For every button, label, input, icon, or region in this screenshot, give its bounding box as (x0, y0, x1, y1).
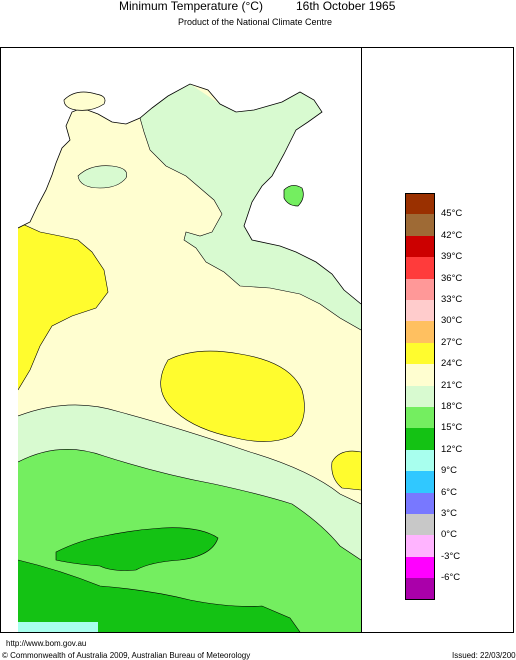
legend-label: 12°C (441, 443, 463, 455)
legend-swatch (405, 278, 435, 300)
legend-swatch (405, 428, 435, 450)
contour-lines (18, 117, 361, 632)
legend-swatch (405, 235, 435, 258)
tiwi-islands (63, 91, 106, 111)
legend-label: -3°C (441, 550, 461, 562)
map-title: Minimum Temperature (°C) 16th October 19… (0, 0, 516, 13)
band-24-27-centre (160, 351, 305, 442)
legend-label: 33°C (441, 294, 463, 305)
title-date: 16th October 1965 (296, 0, 396, 13)
land-mass (18, 84, 361, 632)
legend-label: 0°C (441, 529, 457, 541)
legend-label: 9°C (441, 465, 457, 477)
legend-swatch (405, 471, 435, 493)
legend-label: 24°C (441, 358, 463, 370)
band-24-27-west (18, 222, 108, 390)
footer-url[interactable]: http://www.bom.gov.au (6, 639, 87, 648)
legend-swatch (405, 257, 435, 279)
legend-swatch (405, 492, 435, 514)
legend-swatch (405, 556, 435, 579)
band-9-12 (18, 622, 98, 632)
legend-label: 18°C (441, 401, 463, 412)
map-frame (0, 47, 514, 633)
legend-label: -6°C (441, 572, 461, 584)
band-12-15-south (18, 560, 300, 632)
legend-swatch (405, 449, 435, 472)
legend-swatch (405, 385, 435, 407)
legend-swatch (405, 578, 435, 600)
band-12-15-inner (56, 527, 218, 571)
legend-label: 45°C (441, 208, 463, 220)
legend-swatch (405, 321, 435, 343)
legend-swatch (405, 535, 435, 557)
legend-swatch (405, 407, 435, 429)
legend-label: 30°C (441, 315, 463, 327)
band-24-27-east (331, 451, 361, 490)
title-text: Minimum Temperature (°C) (119, 0, 263, 13)
legend-swatch (405, 342, 435, 365)
legend-swatch (405, 193, 435, 215)
footer-copyright: © Commonwealth of Australia 2009, Austra… (2, 651, 251, 660)
legend-label: 6°C (441, 486, 457, 498)
legend-swatch (405, 514, 435, 536)
frame-divider (361, 47, 362, 633)
legend-label: 21°C (441, 379, 463, 391)
legend-swatch (405, 364, 435, 386)
legend-label: 15°C (441, 422, 463, 434)
legend-swatch (405, 300, 435, 322)
legend-label: 42°C (441, 229, 463, 241)
legend-label: 27°C (441, 336, 463, 348)
temperature-map (18, 83, 361, 632)
footer-issued: Issued: 22/03/2009 (452, 651, 516, 660)
coastline (18, 83, 361, 305)
legend-label: 36°C (441, 272, 463, 284)
band-18-21-patch (78, 165, 127, 188)
groote-eylandt (283, 185, 304, 207)
legend-label: 3°C (441, 508, 457, 519)
map-subtitle: Product of the National Climate Centre (177, 17, 333, 27)
legend-swatch (405, 214, 435, 236)
legend-label: 39°C (441, 251, 463, 263)
